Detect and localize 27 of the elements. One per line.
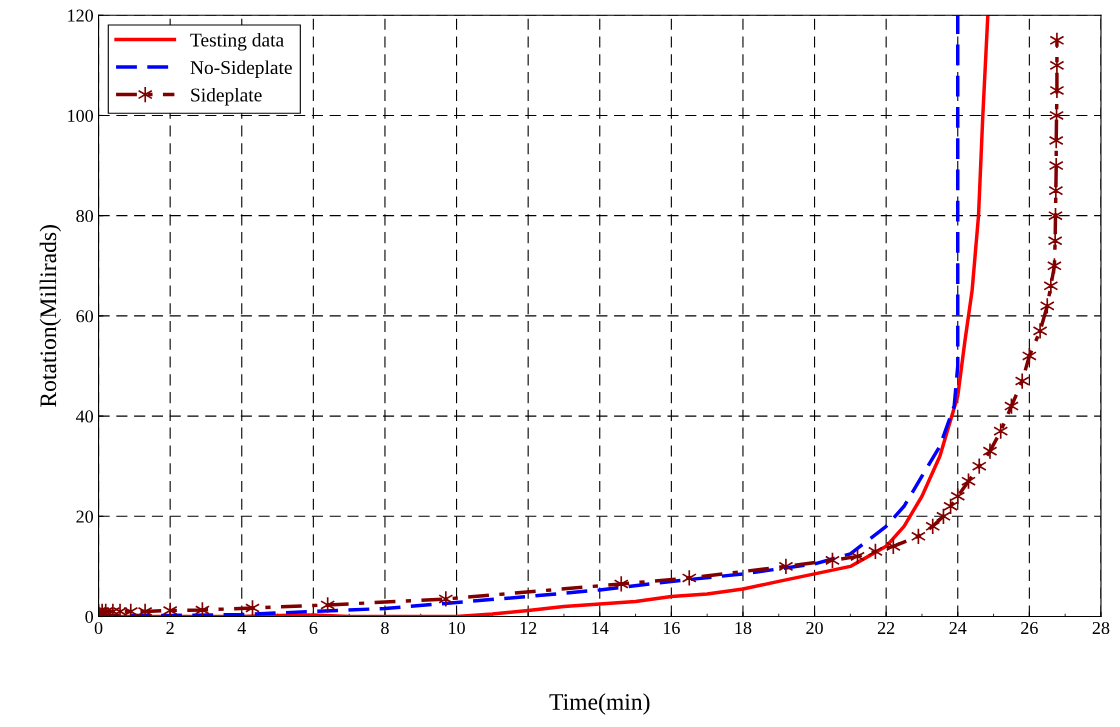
y-tick-label: 100 bbox=[68, 109, 94, 122]
y-tick-label: 60 bbox=[76, 310, 94, 323]
legend-label: Testing data bbox=[190, 32, 284, 51]
y-tick-label: 80 bbox=[76, 209, 94, 223]
x-tick-label: 6 bbox=[309, 621, 318, 635]
y-tick-label: 20 bbox=[76, 510, 94, 523]
x-tick-label: 16 bbox=[663, 621, 680, 635]
y-tick-label: 40 bbox=[76, 410, 94, 423]
x-tick-label: 12 bbox=[520, 621, 537, 634]
legend-label: Sideplate bbox=[191, 87, 262, 106]
x-tick-label: 8 bbox=[381, 621, 389, 635]
x-tick-label: 14 bbox=[592, 621, 609, 634]
x-tick-label: 28 bbox=[1092, 621, 1110, 635]
y-tick-label: 120 bbox=[68, 9, 94, 22]
x-axis-title: Time(min) bbox=[549, 693, 650, 715]
legend-label: No-Sideplate bbox=[190, 60, 292, 79]
y-axis-title: Rotation(Millirads) bbox=[39, 225, 62, 408]
y-tick-label: 0 bbox=[85, 610, 94, 623]
x-tick-label: 0 bbox=[94, 621, 103, 635]
x-tick-label: 18 bbox=[735, 621, 752, 635]
x-tick-label: 24 bbox=[949, 621, 967, 634]
x-tick-label: 22 bbox=[877, 621, 895, 634]
x-tick-label: 10 bbox=[449, 621, 465, 635]
x-tick-label: 4 bbox=[237, 622, 246, 634]
x-tick-label: 2 bbox=[166, 621, 174, 634]
x-tick-label: 20 bbox=[806, 621, 823, 635]
x-tick-label: 26 bbox=[1021, 621, 1038, 635]
